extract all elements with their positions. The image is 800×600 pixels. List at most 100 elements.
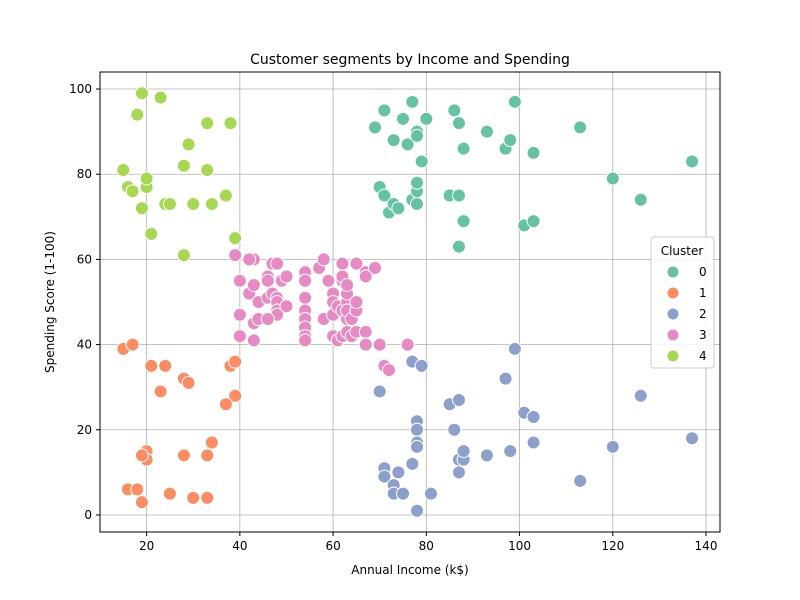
- data-points: [116, 86, 700, 518]
- legend-marker-2: [666, 307, 680, 321]
- data-point-cluster-1: [186, 490, 201, 505]
- data-point-cluster-4: [139, 171, 154, 186]
- data-point-cluster-0: [456, 141, 471, 156]
- data-point-cluster-2: [372, 384, 387, 399]
- data-point-cluster-1: [228, 388, 243, 403]
- data-point-cluster-4: [223, 116, 238, 131]
- data-point-cluster-2: [573, 473, 588, 488]
- data-point-cluster-2: [526, 410, 541, 424]
- legend-label-1: 1: [699, 286, 707, 300]
- data-point-cluster-2: [409, 503, 424, 518]
- x-tick-label: 140: [695, 539, 718, 553]
- data-point-cluster-3: [279, 299, 294, 314]
- data-point-cluster-2: [498, 371, 513, 386]
- data-point-cluster-0: [419, 111, 434, 126]
- data-point-cluster-2: [451, 392, 466, 407]
- data-point-cluster-3: [321, 273, 336, 288]
- data-point-cluster-0: [386, 133, 401, 148]
- data-point-cluster-4: [134, 86, 149, 101]
- data-point-cluster-0: [405, 94, 420, 109]
- data-point-cluster-3: [232, 329, 247, 344]
- data-point-cluster-3: [358, 269, 373, 284]
- x-tick-label: 120: [601, 539, 624, 553]
- data-point-cluster-0: [633, 192, 648, 207]
- data-point-cluster-0: [377, 103, 392, 118]
- data-point-cluster-3: [349, 295, 364, 309]
- data-point-cluster-0: [503, 133, 518, 148]
- data-point-cluster-3: [349, 256, 364, 271]
- data-point-cluster-0: [605, 171, 620, 186]
- legend-title: Cluster: [661, 244, 704, 258]
- data-point-cluster-4: [162, 197, 177, 212]
- data-point-cluster-3: [232, 307, 247, 322]
- x-tick-label: 100: [508, 539, 531, 553]
- data-point-cluster-0: [479, 124, 494, 139]
- chart-title: Customer segments by Income and Spending: [250, 52, 570, 68]
- data-point-cluster-3: [382, 363, 397, 378]
- data-point-cluster-2: [451, 465, 466, 480]
- data-point-cluster-0: [391, 201, 406, 216]
- data-point-cluster-0: [507, 94, 522, 109]
- plot-frame: [99, 71, 721, 533]
- y-tick-label: 60: [77, 252, 92, 266]
- data-point-cluster-2: [479, 448, 494, 463]
- data-point-cluster-3: [242, 252, 257, 267]
- data-point-cluster-1: [134, 495, 149, 510]
- data-point-cluster-0: [526, 145, 541, 160]
- data-point-cluster-2: [456, 444, 471, 459]
- data-point-cluster-4: [130, 107, 145, 122]
- data-point-cluster-3: [358, 324, 373, 339]
- data-point-cluster-0: [451, 116, 466, 131]
- data-point-cluster-2: [409, 422, 424, 437]
- data-point-cluster-3: [372, 337, 387, 352]
- data-point-cluster-3: [340, 277, 355, 292]
- x-tick-label: 80: [419, 539, 434, 553]
- data-point-cluster-4: [204, 197, 219, 212]
- data-point-cluster-0: [377, 188, 392, 203]
- data-point-cluster-1: [200, 490, 215, 505]
- data-point-cluster-4: [228, 231, 243, 246]
- data-point-cluster-3: [298, 273, 313, 288]
- data-point-cluster-3: [246, 277, 261, 292]
- data-point-cluster-2: [526, 435, 541, 450]
- data-point-cluster-3: [260, 273, 275, 288]
- data-point-cluster-3: [298, 333, 313, 348]
- data-point-cluster-2: [503, 444, 518, 459]
- data-point-cluster-1: [153, 384, 168, 399]
- data-point-cluster-1: [158, 358, 173, 373]
- data-point-cluster-1: [130, 482, 145, 497]
- legend-marker-1: [666, 286, 680, 300]
- data-point-cluster-2: [633, 388, 648, 403]
- legend-label-0: 0: [699, 265, 707, 279]
- y-tick-label: 20: [77, 423, 92, 437]
- data-point-cluster-0: [573, 120, 588, 135]
- data-point-cluster-2: [605, 439, 620, 454]
- data-point-cluster-0: [409, 175, 424, 190]
- data-point-cluster-0: [368, 120, 383, 135]
- data-point-cluster-4: [200, 162, 215, 177]
- legend-marker-4: [666, 349, 680, 363]
- y-tick-label: 40: [77, 338, 92, 352]
- data-point-cluster-2: [447, 422, 462, 437]
- data-point-cluster-4: [186, 197, 201, 212]
- data-point-cluster-2: [414, 358, 429, 373]
- data-point-cluster-2: [396, 486, 411, 501]
- data-point-cluster-0: [451, 188, 466, 203]
- x-tick-label: 20: [139, 539, 154, 553]
- legend-label-3: 3: [699, 328, 707, 342]
- y-tick-label: 0: [84, 508, 92, 522]
- data-point-cluster-1: [144, 358, 159, 373]
- data-point-cluster-4: [144, 226, 159, 241]
- data-point-cluster-0: [409, 128, 424, 143]
- data-point-cluster-0: [400, 137, 415, 152]
- data-point-cluster-0: [685, 154, 700, 169]
- data-point-cluster-4: [176, 248, 191, 263]
- data-point-cluster-4: [176, 158, 191, 173]
- legend-label-4: 4: [699, 349, 707, 363]
- data-point-cluster-3: [400, 337, 415, 352]
- data-point-cluster-2: [377, 469, 392, 484]
- data-point-cluster-1: [228, 354, 243, 369]
- legend: Cluster 0 1 2 3 4: [650, 236, 715, 369]
- data-point-cluster-4: [218, 188, 233, 203]
